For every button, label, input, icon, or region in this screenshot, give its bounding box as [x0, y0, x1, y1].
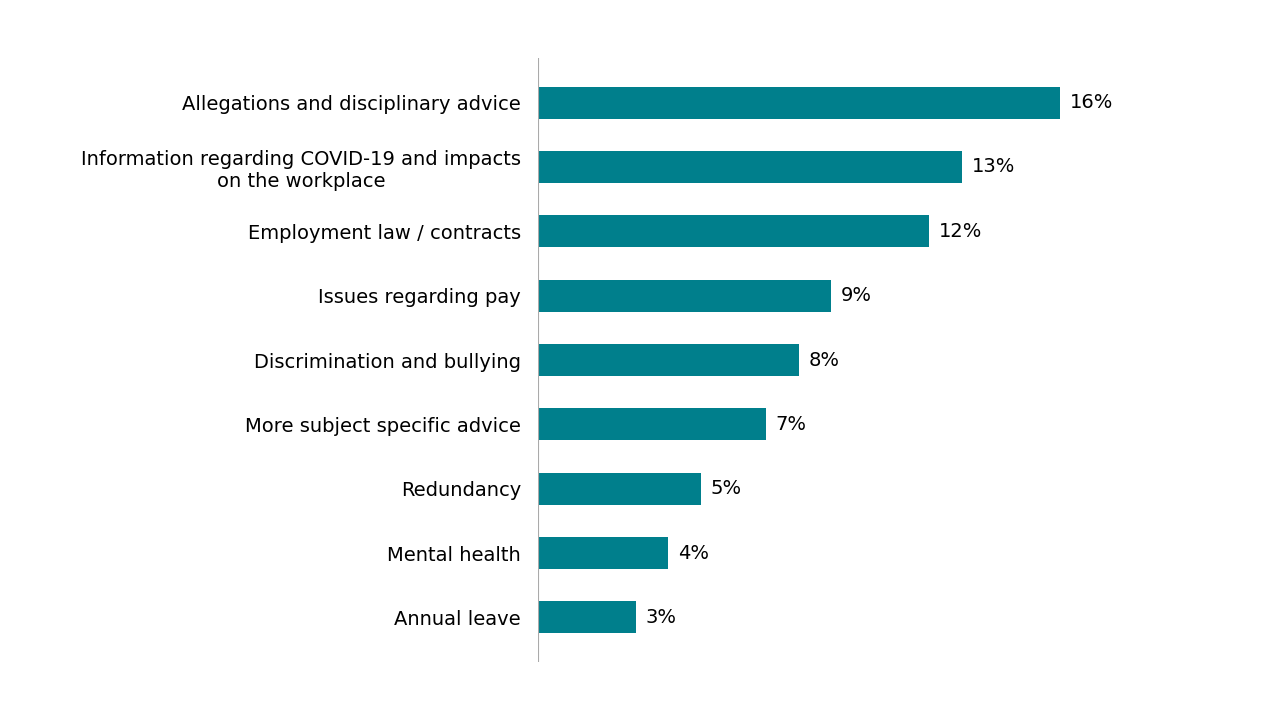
Bar: [538, 408, 765, 441]
Text: 3%: 3%: [645, 608, 676, 627]
Bar: [538, 601, 635, 634]
Bar: [538, 86, 1060, 119]
Text: 8%: 8%: [809, 351, 840, 369]
Bar: [538, 344, 799, 376]
Text: 12%: 12%: [940, 222, 983, 240]
Bar: [538, 151, 963, 183]
Text: 7%: 7%: [776, 415, 806, 434]
Text: 9%: 9%: [841, 286, 872, 305]
Bar: [538, 279, 832, 312]
Text: 4%: 4%: [678, 544, 709, 562]
Text: 16%: 16%: [1070, 93, 1114, 112]
Text: 13%: 13%: [972, 158, 1015, 176]
Text: 5%: 5%: [710, 480, 741, 498]
Bar: [538, 215, 929, 248]
Bar: [538, 472, 701, 505]
Bar: [538, 537, 668, 569]
